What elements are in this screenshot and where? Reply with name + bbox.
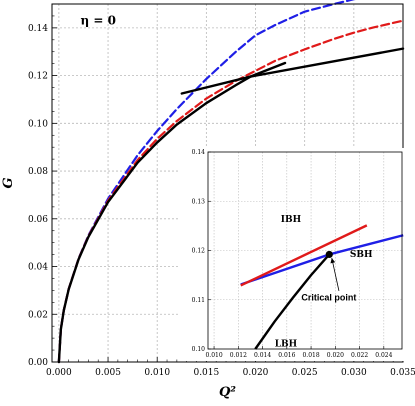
x-axis-label: Q² [219,385,236,400]
y-tick-label: 0.00 [28,358,48,368]
y-tick-label: 0.14 [28,24,48,34]
critical-point-marker [325,250,333,259]
inset-grid [208,152,402,349]
inset-x-tick-label: 0.016 [278,352,295,359]
x-tick-label: 0.010 [144,368,170,378]
inset-ticks: 0.010 0.012 0.014 0.016 0.018 0.020 0.022 0.024… [192,149,393,359]
x-tick-label: 0.025 [292,368,318,378]
x-tick-label: 0.015 [193,368,219,378]
inset-label-sbh: SBH [350,250,373,260]
y-tick-label: 0.10 [28,119,48,129]
y-tick-label: 0.02 [28,310,48,320]
inset-y-tick-label: 0.12 [192,248,206,255]
inset-label-ibh: IBH [281,215,302,225]
inset-x-tick-label: 0.018 [302,352,319,359]
inset-x-tick-label: 0.012 [230,352,247,359]
inset-series-line-2 [254,253,331,350]
main-series-line-4 [249,47,405,78]
inset-x-tick-label: 0.010 [205,352,222,359]
x-tick-label: 0.035 [390,368,415,378]
inset-x-tick-label: 0.024 [375,352,392,359]
y-axis-label: G [1,177,16,188]
inset-y-tick-label: 0.10 [192,346,206,353]
inset-label-critical-point: Critical point [301,293,356,303]
inset-series-line-0 [240,224,368,287]
main-series [57,0,405,364]
x-tick-label: 0.005 [95,368,121,378]
y-tick-label: 0.04 [28,263,48,273]
y-tick-label: 0.06 [28,215,48,225]
main-series-line-2 [57,75,252,364]
inset-series-line-1 [328,234,404,256]
inset-x-tick-label: 0.014 [254,352,271,359]
inset-series [240,224,404,350]
y-tick-label: 0.12 [28,72,48,82]
x-tick-label: 0.030 [341,368,367,378]
x-tick-label: 0.020 [243,368,269,378]
eta-annotation: η = 0 [81,13,116,27]
x-tick-label: 0.000 [46,368,72,378]
inset-y-tick-label: 0.13 [192,198,206,205]
inset-label-lbh: LBH [275,340,298,350]
inset-background [178,148,404,361]
main-ticks: 0.000 0.005 0.010 0.015 0.020 0.025 0.030 0.035… [28,15,415,378]
inset-y-tick-label: 0.11 [192,297,205,304]
inset-x-tick-label: 0.022 [351,352,368,359]
inset-x-tick-label: 0.020 [327,352,344,359]
y-tick-label: 0.08 [28,167,48,177]
inset-y-tick-label: 0.14 [192,149,206,156]
critical-point-arrowhead [330,257,336,264]
critical-point-arrow [331,257,340,291]
